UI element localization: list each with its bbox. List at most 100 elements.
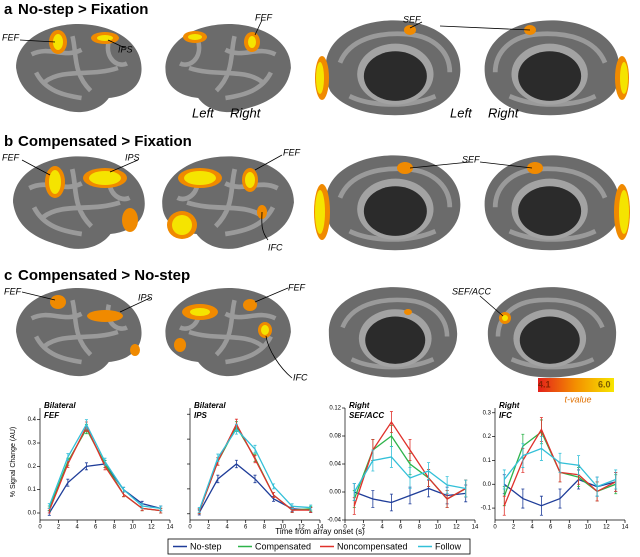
chart-title: Bilateral xyxy=(44,401,76,410)
error-bar xyxy=(352,483,356,501)
x-axis-label: Time from array onset (s) xyxy=(275,527,365,536)
brain xyxy=(13,156,145,249)
error-bar xyxy=(558,488,562,509)
x-tick-label: 6 xyxy=(549,525,553,531)
hemisphere-label: Left xyxy=(450,105,473,120)
arrow xyxy=(19,19,531,49)
error-bar xyxy=(253,474,257,484)
series-line xyxy=(198,422,311,512)
series-line xyxy=(198,425,311,512)
hemisphere-label: Right xyxy=(488,105,520,120)
x-tick-label: 14 xyxy=(472,525,479,531)
x-tick-label: 14 xyxy=(317,525,324,531)
x-tick-label: 4 xyxy=(530,525,534,531)
brain xyxy=(488,287,616,377)
error-bar xyxy=(216,453,220,462)
activation xyxy=(49,25,629,100)
error-bar xyxy=(502,495,506,516)
error-bar xyxy=(234,459,238,469)
y-axis-label: % Signal Change (AU) xyxy=(10,427,17,497)
error-bar xyxy=(309,504,313,511)
x-tick-label: 12 xyxy=(148,525,155,531)
y-tick-label: 0.04 xyxy=(329,462,341,468)
x-tick-label: 8 xyxy=(418,525,422,531)
error-bar xyxy=(234,423,238,435)
brain xyxy=(329,287,457,377)
error-bar xyxy=(371,449,375,472)
error-bar xyxy=(427,462,431,480)
chart-title: FEF xyxy=(44,411,60,420)
y-tick-label: 0.3 xyxy=(28,441,37,447)
y-tick-label: 0.2 xyxy=(483,434,492,440)
series-line xyxy=(198,428,311,511)
x-tick-label: 6 xyxy=(94,525,98,531)
chart-title: Right xyxy=(349,401,370,410)
x-tick-label: 2 xyxy=(512,525,516,531)
colorbar xyxy=(538,378,614,392)
legend-label: No-step xyxy=(190,541,222,551)
chart-title: Right xyxy=(499,401,520,410)
x-tick-label: 12 xyxy=(298,525,305,531)
y-tick-label: 0.00 xyxy=(329,490,341,496)
brain xyxy=(485,20,620,115)
y-tick-label: 0.3 xyxy=(483,410,492,416)
colorbar-label: t-value xyxy=(564,394,591,404)
y-tick-label: 0.1 xyxy=(483,458,492,464)
error-bar xyxy=(539,436,543,461)
error-bar xyxy=(389,446,393,468)
brain xyxy=(16,24,141,112)
chart-title: Bilateral xyxy=(194,401,226,410)
x-tick-label: 10 xyxy=(280,525,287,531)
region-label: IPS xyxy=(125,152,140,162)
region-label: FEF xyxy=(2,32,20,42)
error-bar xyxy=(539,495,543,516)
error-bar xyxy=(47,503,51,509)
brain xyxy=(485,155,620,250)
y-tick-label: 0.0 xyxy=(28,511,37,517)
y-tick-label: 0.08 xyxy=(329,434,341,440)
region-label: FEF xyxy=(255,12,273,22)
error-bar xyxy=(595,476,599,497)
x-tick-label: 0 xyxy=(493,525,497,531)
series-line xyxy=(198,463,311,513)
region-label: IPS xyxy=(138,292,153,302)
error-bar xyxy=(272,492,276,498)
colorbar-max: 6.0 xyxy=(598,379,611,389)
y-tick-label: -0.04 xyxy=(327,518,341,524)
chart-title: IPS xyxy=(194,411,208,420)
error-bar xyxy=(389,493,393,512)
x-tick-label: 4 xyxy=(75,525,79,531)
brain xyxy=(16,288,141,376)
x-tick-label: 10 xyxy=(435,525,442,531)
y-tick-label: -0.1 xyxy=(481,506,492,512)
arrow xyxy=(21,154,533,241)
error-bar xyxy=(66,478,70,487)
legend-label: Noncompensated xyxy=(337,541,408,551)
x-tick-label: 8 xyxy=(113,525,117,531)
error-bar xyxy=(253,444,257,454)
panel-title: No-step > Fixation xyxy=(18,1,148,18)
x-tick-label: 10 xyxy=(585,525,592,531)
legend-label: Follow xyxy=(435,541,462,551)
error-bar xyxy=(216,474,220,484)
x-tick-label: 0 xyxy=(188,525,192,531)
x-tick-label: 6 xyxy=(244,525,248,531)
region-label: FEF xyxy=(288,282,306,292)
legend xyxy=(167,538,471,555)
panel-title: Compensated > No-step xyxy=(18,267,190,284)
y-tick-label: 0.0 xyxy=(483,482,492,488)
x-tick-label: 14 xyxy=(622,525,629,531)
brain xyxy=(326,20,461,115)
error-bar xyxy=(122,486,126,493)
error-bar xyxy=(253,454,257,464)
brain xyxy=(165,288,290,376)
activation xyxy=(45,162,630,240)
x-tick-label: 2 xyxy=(362,525,366,531)
error-bar xyxy=(159,505,163,512)
y-tick-label: 0.12 xyxy=(329,406,341,412)
error-bar xyxy=(614,469,618,490)
error-bar xyxy=(290,503,294,510)
y-tick-label: 0.1 xyxy=(28,487,37,493)
error-bar xyxy=(84,462,88,471)
